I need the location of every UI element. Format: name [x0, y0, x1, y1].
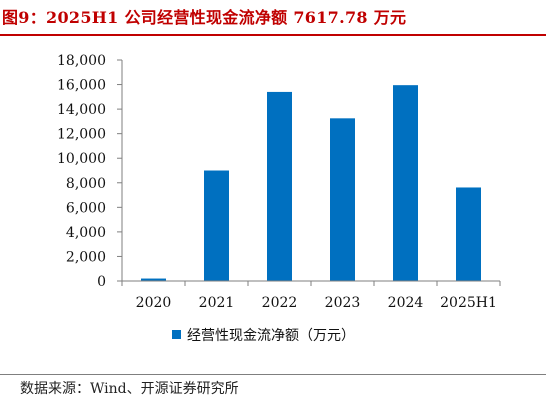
y-tick-label: 2,000	[66, 249, 106, 265]
y-tick-label: 12,000	[57, 127, 106, 143]
y-tick-label: 16,000	[57, 78, 106, 94]
legend: 经营性现金流净额（万元）	[172, 328, 355, 344]
bar-2023	[330, 118, 355, 281]
y-tick-label: 4,000	[66, 225, 106, 241]
y-tick-label: 14,000	[57, 102, 106, 118]
data-source-note: 数据来源：Wind、开源证券研究所	[20, 381, 239, 397]
bar-2020	[141, 278, 166, 281]
bars-group	[141, 85, 481, 281]
y-tick-label: 6,000	[66, 200, 106, 216]
x-tick-label: 2020	[136, 295, 172, 311]
x-tick-label: 2025H1	[440, 295, 497, 311]
y-tick-label: 0	[97, 274, 106, 290]
y-tick-label: 10,000	[57, 151, 106, 167]
x-tick-label: 2023	[325, 295, 361, 311]
x-tick-label: 2024	[388, 295, 424, 311]
bar-2024	[393, 85, 418, 281]
figure-title: 图9：2025H1 公司经营性现金流净额 7617.78 万元	[2, 8, 407, 27]
y-tick-label: 18,000	[57, 53, 106, 69]
bar-2025H1	[456, 187, 481, 281]
y-axis: 0 2,000 4,000 6,000 8,000 10,000 12,000 14,000 1…	[57, 53, 123, 290]
x-tick-label: 2021	[199, 295, 235, 311]
y-tick-label: 8,000	[66, 176, 106, 192]
x-axis: 2020 2021 2022 2023 2024 2025H1	[121, 280, 501, 311]
source-divider	[0, 374, 546, 375]
legend-label: 经营性现金流净额（万元）	[187, 328, 355, 344]
x-tick-label: 2022	[262, 295, 298, 311]
bar-2021	[204, 170, 229, 281]
legend-swatch	[172, 330, 181, 339]
title-underline	[0, 34, 546, 36]
bar-2022	[267, 91, 292, 281]
bar-chart: 0 2,000 4,000 6,000 8,000 10,000 12,000 14,000 1…	[57, 53, 501, 344]
